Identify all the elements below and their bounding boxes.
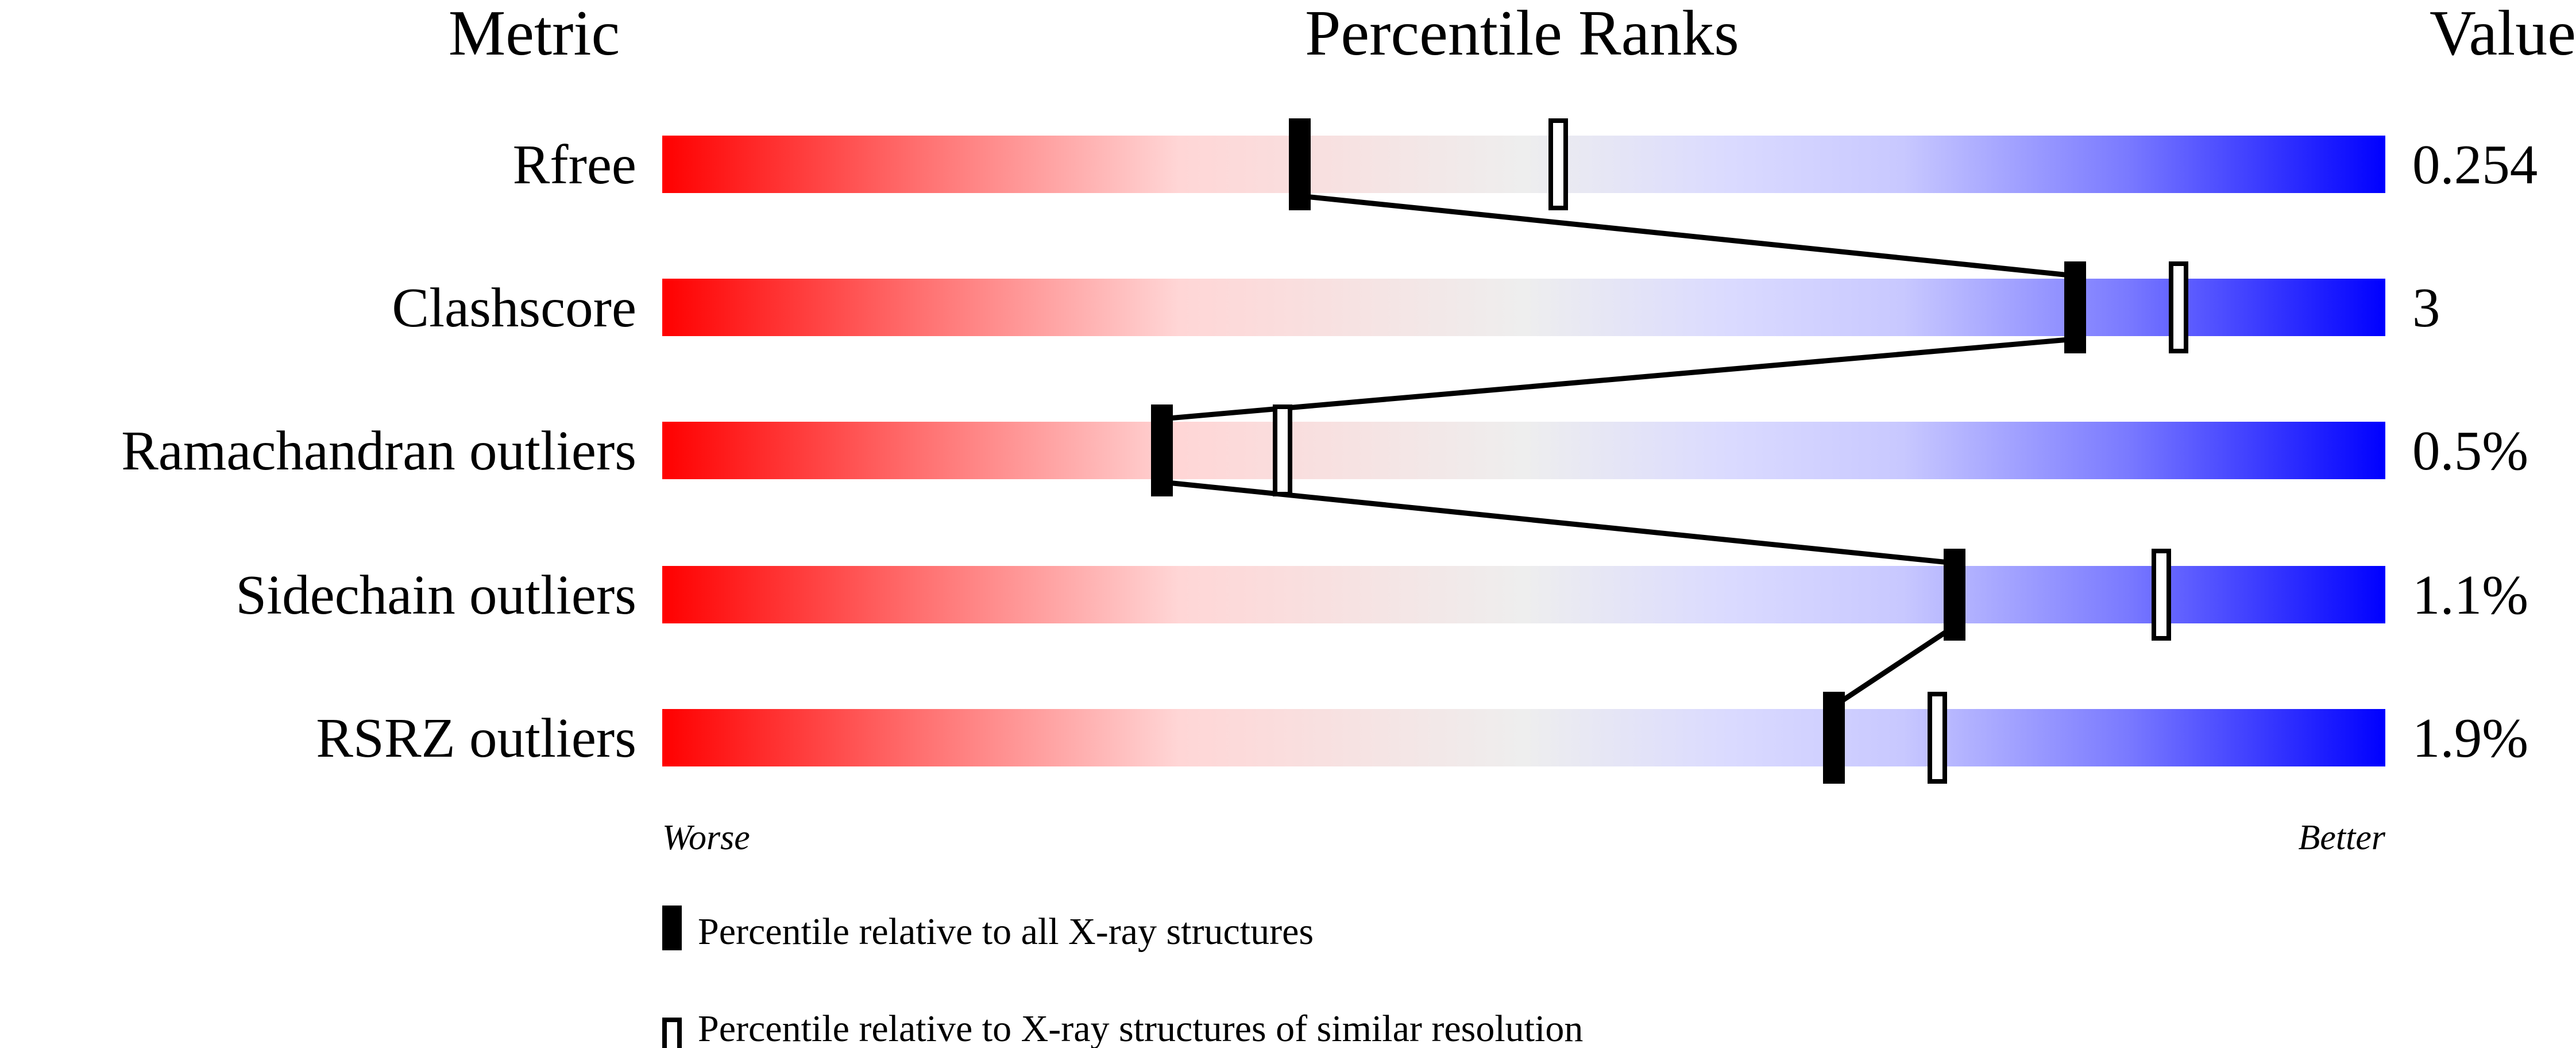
connector-line — [1161, 479, 1955, 566]
header-percentile: Percentile Ranks — [1305, 0, 1739, 69]
metric-value: 1.9% — [2412, 707, 2528, 769]
header-metric: Metric — [449, 0, 620, 69]
marker-all-structures — [2064, 261, 2086, 353]
better-label: Better — [2299, 818, 2386, 857]
header-value: Value — [2430, 0, 2576, 69]
metric-value: 1.1% — [2412, 564, 2528, 626]
worse-label: Worse — [662, 818, 750, 857]
metric-value: 0.5% — [2412, 420, 2528, 481]
percentile-bar — [662, 279, 2385, 336]
percentile-bar — [662, 566, 2385, 623]
marker-similar-resolution — [1273, 404, 1292, 496]
marker-similar-resolution — [2169, 261, 2188, 353]
metric-value: 3 — [2412, 277, 2440, 338]
percentile-bar — [662, 422, 2385, 479]
legend-open-label: Percentile relative to X-ray structures … — [698, 1008, 1583, 1048]
legend-open-marker — [662, 1018, 682, 1048]
metric-label: Ramachandran outliers — [121, 420, 636, 481]
marker-similar-resolution — [1548, 118, 1568, 210]
marker-all-structures — [1151, 404, 1173, 496]
legend-filled-marker — [662, 906, 682, 950]
connector-line — [1832, 624, 1956, 708]
metric-value: 0.254 — [2412, 134, 2538, 195]
marker-similar-resolution — [1928, 692, 1947, 784]
legend-filled-label: Percentile relative to all X-ray structu… — [698, 911, 1314, 953]
connector-line — [1161, 336, 2076, 422]
percentile-bar — [662, 136, 2385, 193]
marker-all-structures — [1289, 118, 1311, 210]
percentile-bar — [662, 709, 2385, 766]
metric-label: Clashscore — [392, 277, 636, 338]
connector-line — [1299, 193, 2076, 279]
metric-label: Rfree — [513, 134, 636, 195]
metric-label: Sidechain outliers — [235, 564, 636, 626]
marker-similar-resolution — [2152, 549, 2171, 641]
marker-all-structures — [1823, 692, 1845, 784]
marker-all-structures — [1944, 549, 1965, 641]
metric-label: RSRZ outliers — [316, 707, 636, 769]
